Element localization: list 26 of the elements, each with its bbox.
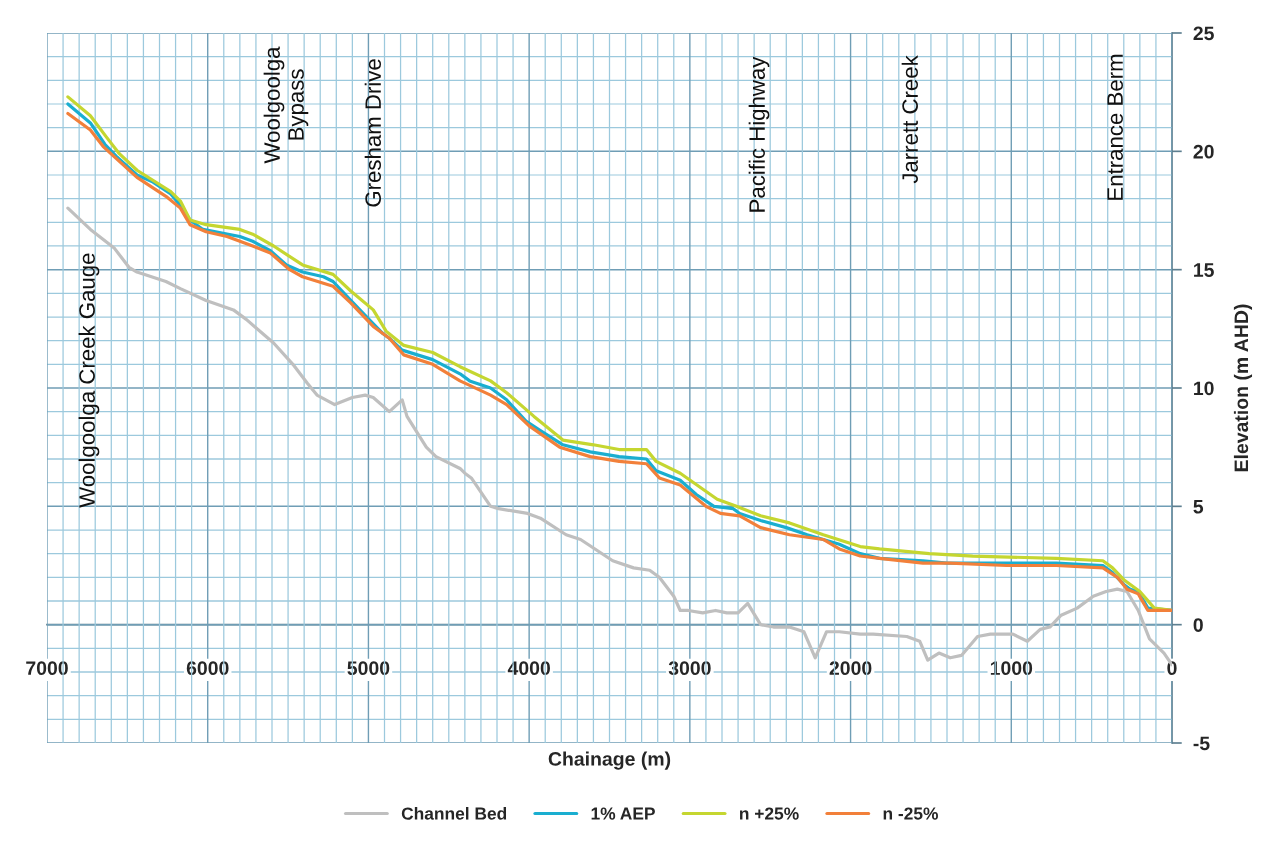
legend-label: Channel Bed bbox=[401, 806, 507, 820]
x-axis-title: Chainage (m) bbox=[548, 751, 671, 770]
annotation: Pacific Highway bbox=[748, 56, 770, 212]
y-tick-label: 20 bbox=[1193, 144, 1214, 159]
y-tick-label: -5 bbox=[1193, 736, 1210, 751]
annotation: Entrance Berm bbox=[1107, 54, 1123, 200]
x-tick-label: 4000 bbox=[507, 661, 550, 676]
x-tick-label: 5000 bbox=[347, 661, 390, 676]
annotation: Jarrett Creek bbox=[901, 55, 918, 184]
legend-label: 1% AEP bbox=[591, 807, 655, 820]
legend-label: n -25% bbox=[883, 807, 938, 820]
x-tick-label: 7000 bbox=[26, 661, 68, 676]
y-tick-label: 10 bbox=[1194, 381, 1214, 396]
y-tick-label: 15 bbox=[1194, 263, 1214, 277]
y-axis-title: Elevation (m AHD) bbox=[1233, 304, 1253, 472]
x-tick-label: 3000 bbox=[668, 661, 711, 676]
x-tick-label: 6000 bbox=[186, 661, 229, 676]
legend-label: n +25% bbox=[739, 807, 799, 820]
x-tick-label: 1000 bbox=[990, 661, 1033, 676]
annotation: Woolgoolga Bypass bbox=[263, 46, 309, 164]
annotation: Woolgoolga Creek Gauge bbox=[78, 253, 100, 508]
x-tick-label: 2000 bbox=[829, 661, 872, 676]
y-tick-label: 25 bbox=[1193, 26, 1214, 41]
y-tick-label: 5 bbox=[1193, 500, 1204, 514]
annotation: Gresham Drive bbox=[364, 59, 382, 207]
y-tick-label: 0 bbox=[1193, 618, 1203, 632]
